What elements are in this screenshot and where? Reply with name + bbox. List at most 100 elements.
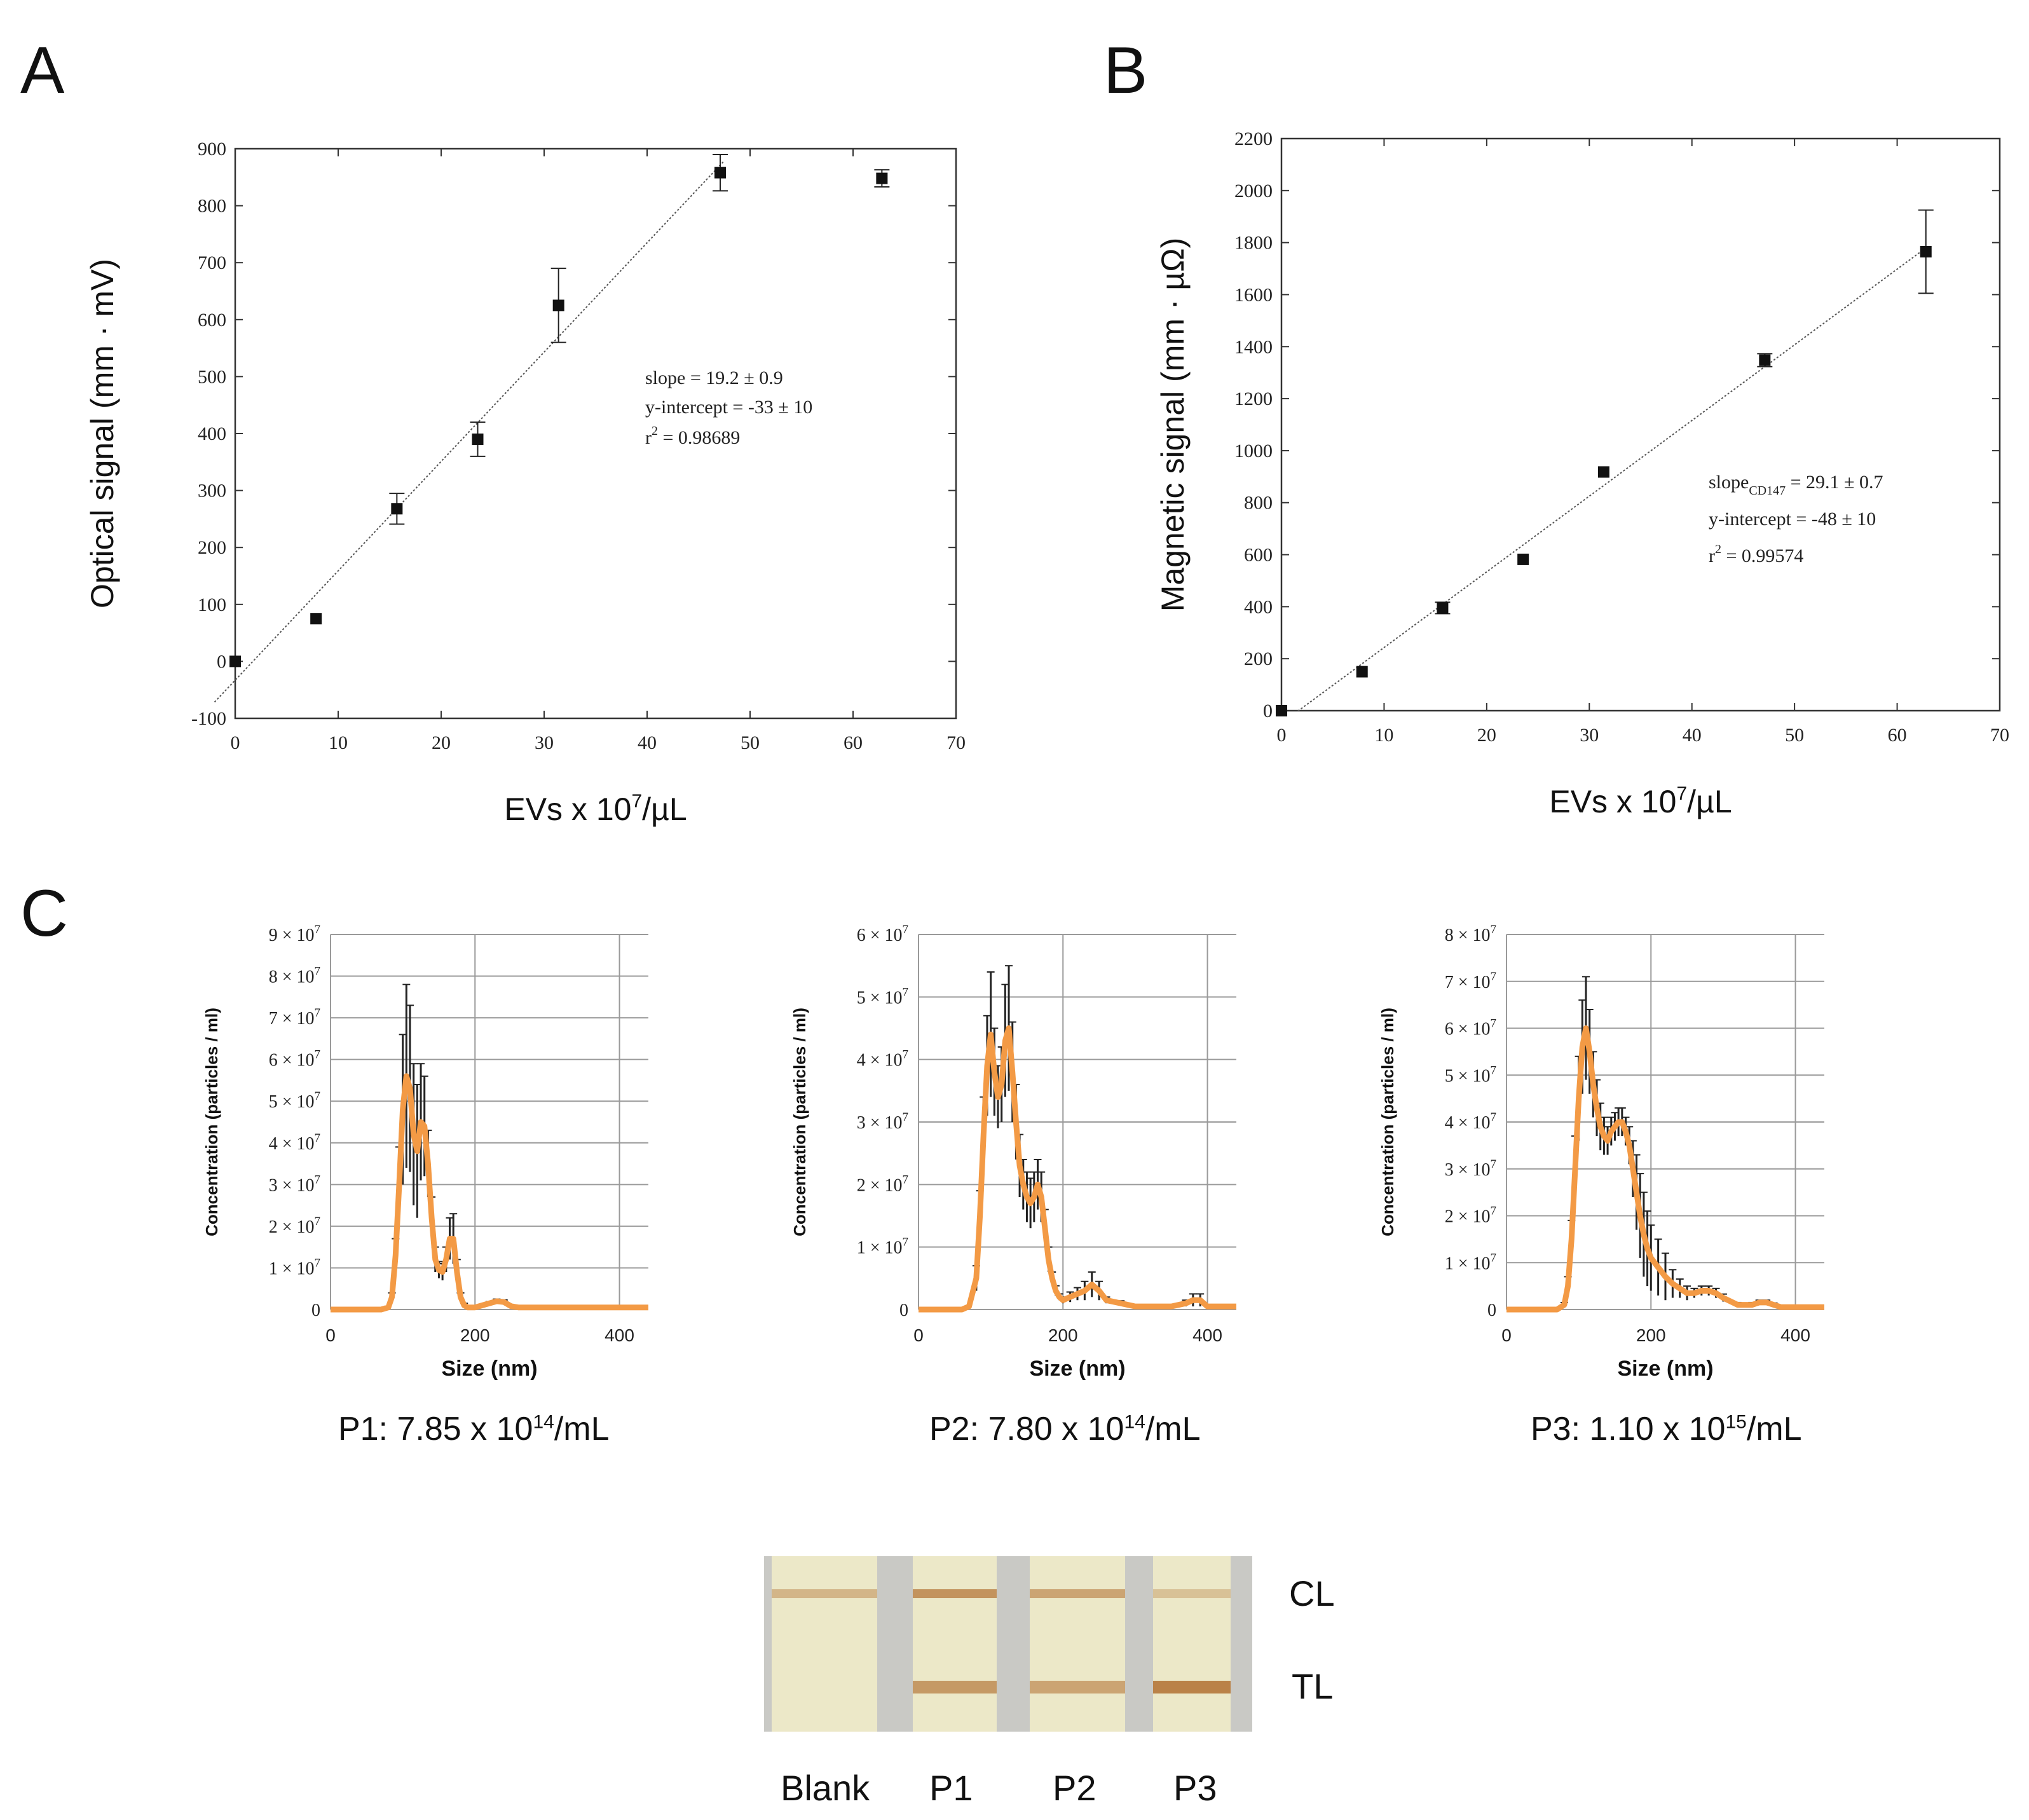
annotation-intercept: y-intercept = -48 ± 10 [1709, 509, 1876, 530]
annotation-slope: slope = 19.2 ± 0.9 [645, 367, 783, 388]
data-point [1356, 666, 1368, 678]
y-tick-label: 300 [198, 481, 226, 502]
test-line-p3 [1153, 1681, 1231, 1693]
strip-pad-blank [772, 1556, 877, 1732]
panel-label-c: C [20, 877, 69, 950]
x-tick-label: 200 [460, 1325, 490, 1345]
panel-label-a: A [20, 34, 65, 107]
y-tick-label: 1400 [1234, 336, 1273, 357]
y-tick-label: 2 × 107 [269, 1215, 320, 1237]
y-tick-label: 700 [198, 252, 226, 273]
y-tick-label: 1 × 107 [269, 1256, 320, 1278]
data-point [1920, 245, 1932, 257]
y-tick-label: 4 × 107 [1445, 1111, 1496, 1133]
strip-pad-p2 [1030, 1556, 1125, 1732]
y-tick-label: 4 × 107 [269, 1132, 320, 1154]
y-tick-label: 1200 [1234, 388, 1273, 409]
strip-label-tl: TL [1292, 1666, 1334, 1706]
chart-size-p2: 0 1 × 107 2 × 107 3 × 107 4 × 107 5 × 107 6 × … [790, 923, 1236, 1381]
test-line-p1 [913, 1681, 997, 1693]
strip-label-p2: P2 [1053, 1768, 1096, 1808]
y-axis-label: Concentration (particles / ml) [1378, 1008, 1397, 1236]
y-tick-label: 200 [198, 537, 226, 558]
x-tick-label: 40 [638, 732, 657, 753]
plot-frame [1280, 137, 2001, 712]
y-tick-label: 3 × 107 [1445, 1158, 1496, 1180]
control-line-p3 [1153, 1589, 1231, 1598]
x-tick-label: 20 [432, 732, 451, 753]
y-tick-label: 1 × 107 [1445, 1251, 1496, 1273]
y-tick-label: 1600 [1234, 284, 1273, 305]
panel-label-b: B [1103, 34, 1148, 107]
chart-a-optical: 0 10 20 30 40 50 60 70-100010020030040050060070… [85, 139, 966, 827]
y-tick-label: -100 [191, 708, 226, 729]
plot-frame [234, 147, 957, 720]
x-axis-label: Size (nm) [441, 1357, 537, 1381]
size-distribution-line [919, 1025, 1236, 1313]
chart-b-magnetic: 0 10 20 30 40 50 60 70 0 200 400 600 800 1000 1200 1400… [1155, 128, 2009, 819]
y-tick-label: 600 [1244, 545, 1273, 566]
y-axis-label: Magnetic signal (mm · µΩ) [1155, 238, 1191, 612]
x-axis-label: EVs x 107/µL [1549, 783, 1732, 819]
caption-p2: P2: 7.80 x 1014/mL [929, 1411, 1201, 1447]
data-point [876, 172, 888, 184]
x-tick-label: 20 [1477, 725, 1496, 746]
y-tick-label: 400 [198, 423, 226, 444]
strip-label-p3: P3 [1173, 1768, 1217, 1808]
y-tick-label: 3 × 107 [269, 1173, 320, 1195]
y-tick-label: 2 × 107 [857, 1173, 908, 1195]
data-point [1759, 354, 1771, 366]
annotation-r2: r2 = 0.99574 [1709, 542, 1803, 566]
chart-size-p3: 0 1 × 107 2 × 107 3 × 107 4 × 107 5 × 107 6 × … [1378, 923, 1824, 1381]
fit-line [1297, 247, 1927, 712]
y-tick-label: 0 [311, 1301, 320, 1320]
data-point [310, 613, 322, 625]
test-line-p2 [1030, 1681, 1125, 1693]
y-tick-label: 2000 [1234, 181, 1273, 202]
y-tick-label: 0 [1263, 701, 1273, 722]
y-tick-label: 7 × 107 [269, 1006, 320, 1029]
y-tick-label: 7 × 107 [1445, 970, 1496, 992]
y-axis-label: Concentration (particles / ml) [790, 1008, 809, 1236]
strip-label-blank: Blank [781, 1768, 870, 1808]
y-tick-label: 5 × 107 [269, 1090, 320, 1112]
y-tick-label: 800 [198, 196, 226, 217]
annotation-intercept: y-intercept = -33 ± 10 [645, 397, 812, 418]
x-tick-label: 0 [231, 732, 240, 753]
strip-label-p1: P1 [929, 1768, 973, 1808]
y-tick-label: 2200 [1234, 128, 1273, 149]
lateral-flow-strips [764, 1556, 1252, 1732]
size-distribution-line [1506, 1025, 1824, 1313]
y-tick-label: 3 × 107 [857, 1111, 908, 1133]
y-tick-label: 6 × 107 [269, 1048, 320, 1071]
y-tick-label: 6 × 107 [1445, 1017, 1496, 1039]
y-tick-label: 400 [1244, 596, 1273, 617]
y-tick-label: 200 [1244, 648, 1273, 669]
x-tick-label: 10 [1374, 725, 1393, 746]
y-axis-label: Concentration (particles / ml) [202, 1008, 221, 1236]
y-tick-label: 4 × 107 [857, 1048, 908, 1071]
caption-p1: P1: 7.85 x 1014/mL [338, 1411, 610, 1447]
x-tick-label: 30 [1580, 725, 1599, 746]
y-tick-label: 900 [198, 139, 226, 160]
data-point [472, 433, 484, 445]
y-tick-label: 8 × 107 [269, 965, 320, 987]
y-tick-label: 8 × 107 [1445, 923, 1496, 945]
y-tick-label: 2 × 107 [1445, 1205, 1496, 1227]
y-tick-label: 5 × 107 [857, 985, 908, 1008]
y-tick-label: 500 [198, 366, 226, 387]
annotation-slope: slopeCD147 = 29.1 ± 0.7 [1709, 472, 1883, 498]
x-axis-label: Size (nm) [1617, 1357, 1713, 1381]
x-tick-label: 400 [605, 1325, 634, 1345]
strip-pad-p3 [1153, 1556, 1231, 1732]
data-point [552, 299, 564, 311]
x-tick-label: 0 [913, 1325, 924, 1345]
y-axis-label: Optical signal (mm · mV) [85, 259, 120, 608]
x-axis-label: EVs x 107/µL [504, 791, 687, 827]
x-tick-label: 70 [946, 732, 966, 753]
x-tick-label: 0 [325, 1325, 336, 1345]
y-tick-label: 100 [198, 594, 226, 615]
data-point [391, 503, 403, 515]
x-tick-label: 30 [535, 732, 554, 753]
y-tick-label: 6 × 107 [857, 923, 908, 945]
